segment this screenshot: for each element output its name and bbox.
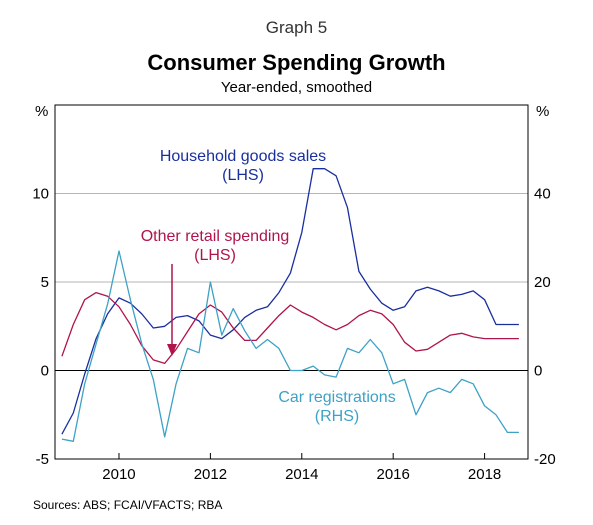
car-label: Car registrations xyxy=(278,389,395,406)
car-sublabel: (RHS) xyxy=(315,408,359,425)
left-tick-label: 10 xyxy=(32,186,49,203)
right-tick-label: -20 xyxy=(534,451,556,468)
right-tick-label: 0 xyxy=(534,363,542,380)
x-tick-label: 2018 xyxy=(468,466,501,483)
axis-labels: -5 0 5 10 -20 0 20 40 2010 2012 2014 2016 2018 xyxy=(32,186,555,484)
x-tick-label: 2010 xyxy=(102,466,135,483)
household-goods-line xyxy=(61,168,519,435)
left-tick-label: 5 xyxy=(41,274,49,291)
retail-sublabel: (LHS) xyxy=(194,247,236,264)
household-sublabel: (LHS) xyxy=(222,167,264,184)
right-tick-label: 40 xyxy=(534,186,551,203)
retail-pointer-arrowhead xyxy=(167,344,177,356)
other-retail-line xyxy=(61,291,519,365)
source-note: Sources: ABS; FCAI/VFACTS; RBA xyxy=(33,498,223,512)
car-registrations-line xyxy=(61,250,519,442)
left-axis-unit: % xyxy=(35,103,49,120)
retail-label: Other retail spending xyxy=(141,228,290,245)
household-label: Household goods sales xyxy=(160,148,326,165)
plot-frame xyxy=(54,104,529,460)
right-tick-label: 20 xyxy=(534,274,551,291)
right-axis-unit: % xyxy=(536,103,550,120)
left-tick-label: 0 xyxy=(41,363,49,380)
chart-subtitle: Year-ended, smoothed xyxy=(220,79,373,96)
left-tick-label: -5 xyxy=(36,451,49,468)
gridlines xyxy=(55,193,528,460)
graph-label: Graph 5 xyxy=(265,18,328,37)
x-tick-label: 2014 xyxy=(285,466,318,483)
chart-title: Consumer Spending Growth xyxy=(147,50,446,75)
x-tick-label: 2016 xyxy=(376,466,409,483)
x-tick-label: 2012 xyxy=(194,466,227,483)
series-lines xyxy=(61,168,519,442)
